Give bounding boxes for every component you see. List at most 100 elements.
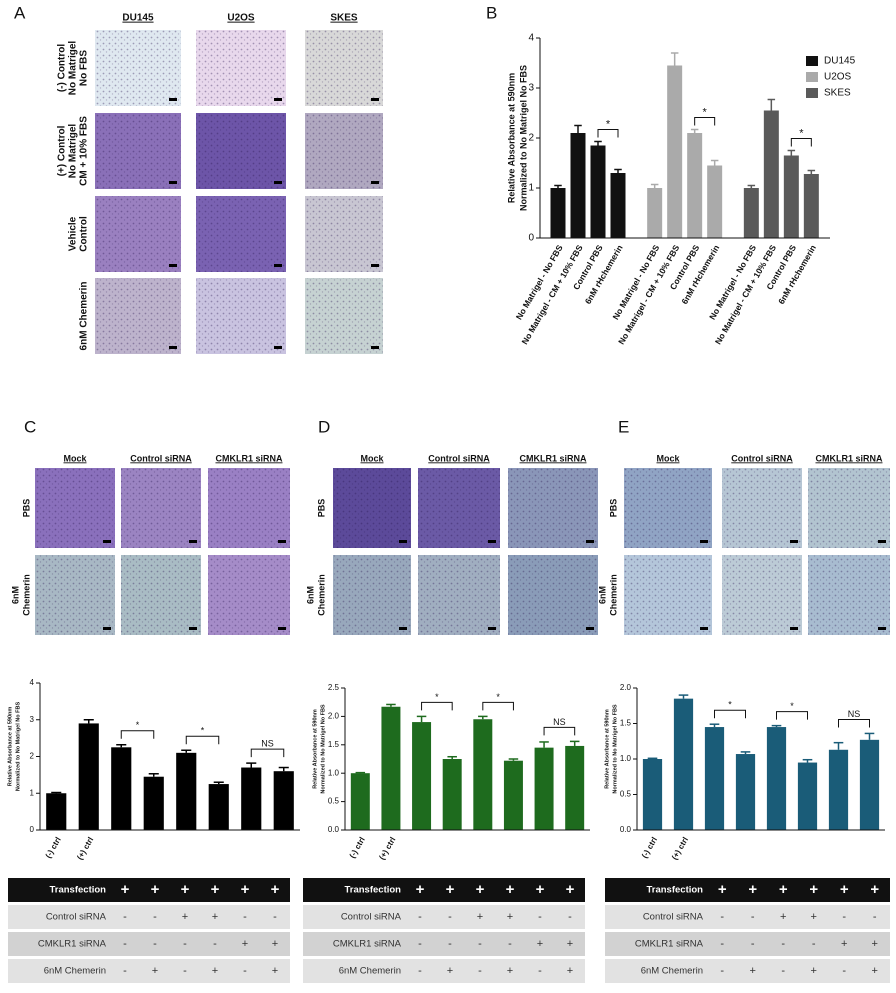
y-tick-label: 0.5 [620,790,632,799]
scale-bar [586,540,594,543]
x-tick-label: (+) ctrl [670,836,690,862]
significance-bracket [776,711,808,720]
micrograph-texture [418,468,500,548]
column-header: U2OS [227,13,255,24]
row-label: CM + 10% FBS [79,116,90,186]
significance-label: * [201,726,205,736]
row-label: PBS [21,499,31,518]
bar [803,174,819,238]
table-cell: - [508,938,512,950]
micrograph-texture [808,468,890,548]
bar [590,145,606,238]
x-tick-label: (+) ctrl [377,836,397,862]
scale-bar [700,540,708,543]
scale-bar [274,264,282,267]
bar [735,754,756,830]
significance-label: * [496,692,500,702]
table-cell: - [123,911,127,923]
table-cell: 6nM Chemerin [641,966,703,977]
table-cell: + [476,881,485,898]
micrograph-texture [624,555,712,635]
table-cell: + [811,965,817,977]
table-cell: 6nM Chemerin [44,966,106,977]
row-label: No Matrigel [68,41,79,96]
legend-label: SKES [824,88,851,99]
row-label: 6nM [10,586,20,604]
micrograph-texture [35,468,115,548]
significance-bracket [250,748,285,758]
table-cell: + [748,881,757,898]
row-label: 6nM Chemerin [79,282,90,351]
scale-bar [189,627,197,630]
panel-letter: D [318,417,330,436]
bar [78,723,99,830]
bar [176,752,197,830]
significance-label: NS [261,738,274,748]
bar [550,188,566,238]
y-axis-label: Normalized to No Matrigel No FBS [15,702,21,792]
table-cell: - [418,911,422,923]
table-cell: - [448,911,452,923]
table-cell: + [241,881,250,898]
table-cell: + [750,965,756,977]
bar [667,65,683,238]
micrograph-texture [508,468,598,548]
bar [763,110,779,238]
bar [783,155,799,238]
table-cell: + [446,881,455,898]
significance-bracket [482,701,514,711]
micrograph-texture [624,468,712,548]
micrograph-texture [196,278,286,354]
table-cell: - [568,911,572,923]
y-tick-label: 3 [30,715,35,724]
y-tick-label: 3 [528,83,534,94]
table-cell: - [842,965,846,977]
table-cell: - [478,938,482,950]
bar [350,773,370,830]
significance-label: NS [553,717,566,727]
y-axis-label: Relative Absorbance at 590nm [312,709,318,789]
table-cell: + [151,881,160,898]
table-cell: + [272,965,278,977]
significance-label: * [136,720,140,730]
y-axis-label: Relative Absorbance at 590nm [506,73,516,203]
table-cell: + [779,881,788,898]
row-label: PBS [608,499,618,518]
significance-bracket [185,735,220,745]
table-header-row [303,878,585,902]
scale-bar [274,346,282,349]
bar [859,739,880,830]
y-tick-label: 4 [528,33,534,44]
table-cell: + [811,911,817,923]
column-header: Mock [656,453,680,463]
micrograph-texture [35,555,115,635]
bar [412,722,432,830]
table-cell: - [812,938,816,950]
table-cell: + [181,881,190,898]
scale-bar [488,540,496,543]
micrograph-texture [208,555,290,635]
table-cell: + [212,965,218,977]
significance-label: * [435,692,439,702]
y-tick-label: 1 [528,183,534,194]
bar [797,762,818,830]
y-tick-label: 1 [30,788,35,797]
scale-bar [103,627,111,630]
micrograph-texture [305,30,383,106]
legend-label: U2OS [824,72,852,83]
legend-label: DU145 [824,56,856,67]
bar [381,706,401,830]
bar [610,173,626,238]
micrograph-texture [722,555,802,635]
table-header-row [8,878,290,902]
y-tick-label: 2.0 [328,712,340,721]
table-cell: + [507,911,513,923]
bar [570,133,586,238]
column-header: Mock [63,453,87,463]
y-tick-label: 4 [30,678,35,687]
table-cell: - [720,911,724,923]
table-row [303,959,585,983]
y-tick-label: 2.5 [328,683,340,692]
bar [673,698,694,830]
